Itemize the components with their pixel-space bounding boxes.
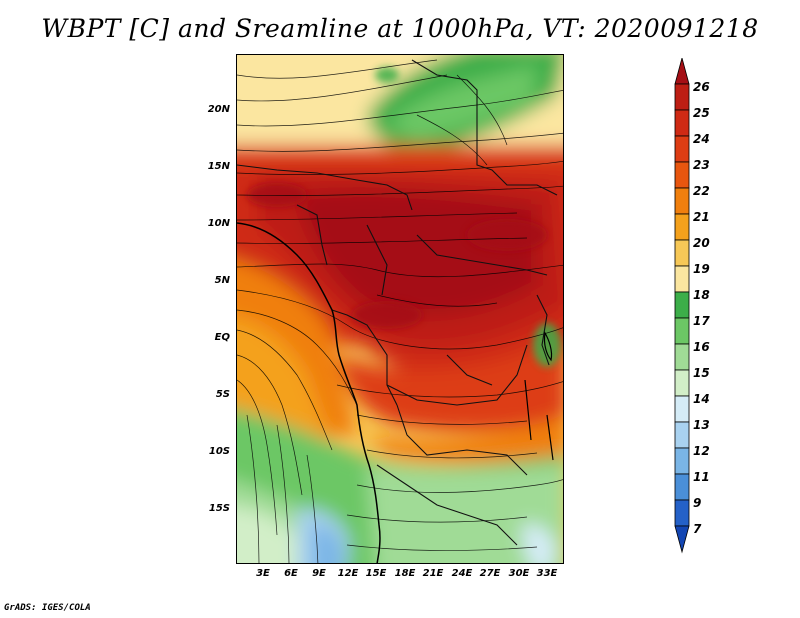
- lon-label-12e: 12E: [337, 568, 359, 579]
- colorbar-label-11: 11: [693, 470, 710, 484]
- colorbar-label-13: 13: [693, 418, 710, 432]
- colorbar-label-23: 23: [693, 158, 710, 172]
- streamlines: [237, 59, 563, 563]
- lon-label-30e: 30E: [508, 568, 530, 579]
- colorbar-segment: [674, 58, 690, 85]
- lat-label-eq: EQ: [214, 332, 230, 343]
- colorbar-segment: [674, 109, 690, 137]
- lon-label-3e: 3E: [256, 568, 270, 579]
- colorbar-label-14: 14: [693, 392, 710, 406]
- colorbar-segment: [674, 421, 690, 449]
- colorbar-segment: [674, 525, 690, 554]
- lon-label-9e: 9E: [312, 568, 326, 579]
- colorbar: [674, 58, 690, 554]
- lat-label-10n: 10N: [207, 218, 230, 229]
- lat-label-5n: 5N: [214, 275, 230, 286]
- colorbar-label-25: 25: [693, 106, 710, 120]
- colorbar-segment: [674, 499, 690, 527]
- colorbar-segment: [674, 265, 690, 293]
- lat-label-15s: 15S: [208, 503, 230, 514]
- colorbar-label-20: 20: [693, 236, 710, 250]
- lat-label-20n: 20N: [207, 104, 230, 115]
- map-panel: [236, 54, 564, 564]
- colorbar-label-21: 21: [693, 210, 710, 224]
- grads-credit: GrADS: IGES/COLA: [4, 603, 91, 613]
- wbpt-map: [237, 55, 563, 563]
- lon-label-33e: 33E: [536, 568, 558, 579]
- colorbar-label-9: 9: [693, 496, 702, 510]
- colorbar-label-7: 7: [693, 522, 702, 536]
- colorbar-label-24: 24: [693, 132, 710, 146]
- colorbar-segment: [674, 343, 690, 371]
- colorbar-label-12: 12: [693, 444, 710, 458]
- wbpt-detail: [247, 67, 561, 367]
- lat-label-10s: 10S: [208, 446, 230, 457]
- colorbar-label-26: 26: [693, 80, 710, 94]
- colorbar-segment: [674, 317, 690, 345]
- lat-label-15n: 15N: [207, 161, 230, 172]
- colorbar-segment: [674, 447, 690, 475]
- colorbar-label-17: 17: [693, 314, 710, 328]
- colorbar-segment: [674, 187, 690, 215]
- lon-label-6e: 6E: [284, 568, 298, 579]
- colorbar-label-16: 16: [693, 340, 710, 354]
- chart-title: WBPT [C] and Sreamline at 1000hPa, VT: 2…: [41, 14, 759, 43]
- colorbar-label-15: 15: [693, 366, 710, 380]
- lon-label-15e: 15E: [365, 568, 387, 579]
- great-lakes: [524, 331, 554, 461]
- colorbar-segment: [674, 83, 690, 111]
- lat-label-5s: 5S: [215, 389, 230, 400]
- colorbar-segment: [674, 135, 690, 163]
- colorbar-segment: [674, 395, 690, 423]
- lon-label-18e: 18E: [394, 568, 416, 579]
- colorbar-segment: [674, 239, 690, 267]
- coastline: [237, 222, 381, 563]
- colorbar-segment: [674, 291, 690, 319]
- colorbar-segment: [674, 473, 690, 501]
- colorbar-label-19: 19: [693, 262, 710, 276]
- colorbar-label-22: 22: [693, 184, 710, 198]
- colorbar-segment: [674, 161, 690, 189]
- lon-label-27e: 27E: [479, 568, 501, 579]
- country-borders: [237, 59, 558, 546]
- colorbar-segment: [674, 213, 690, 241]
- lon-label-21e: 21E: [422, 568, 444, 579]
- colorbar-label-18: 18: [693, 288, 710, 302]
- lon-label-24e: 24E: [451, 568, 473, 579]
- colorbar-segment: [674, 369, 690, 397]
